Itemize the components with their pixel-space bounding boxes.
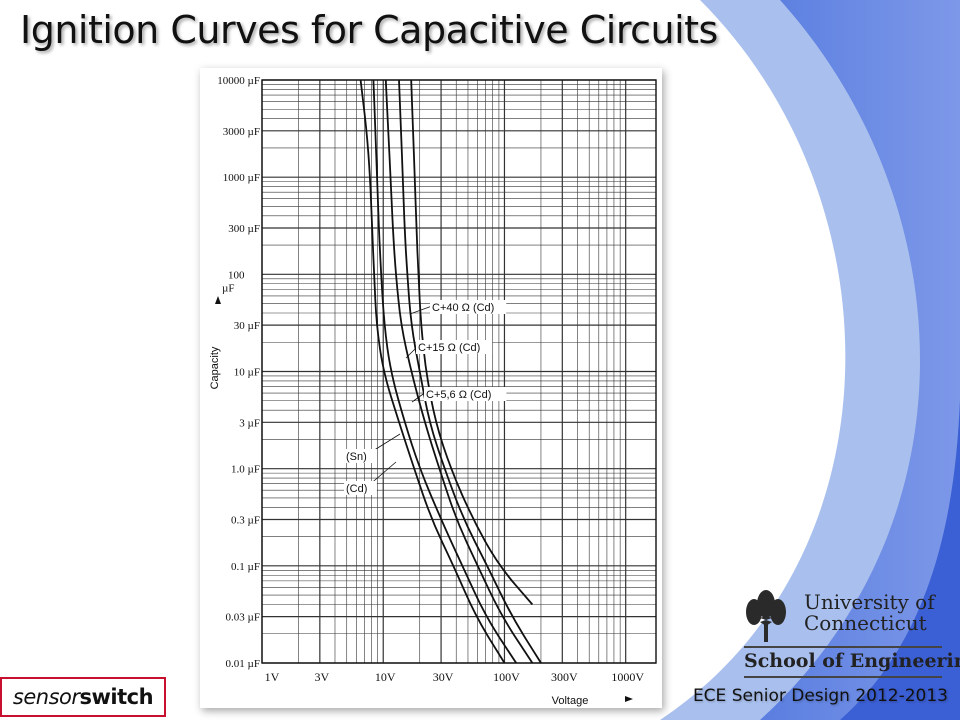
x-tick-label: 10V bbox=[375, 670, 396, 684]
grid-lines bbox=[261, 79, 656, 664]
y-tick-label: 3 µF bbox=[239, 417, 260, 429]
curve-label-bg bbox=[344, 481, 377, 495]
curve-label-bg bbox=[416, 340, 493, 354]
y-tick-label: 10 µF bbox=[234, 367, 260, 379]
sensorswitch-logo-text-bold: switch bbox=[79, 685, 154, 709]
y-tick-label: 1.0 µF bbox=[231, 464, 260, 476]
curve-series-5 bbox=[410, 79, 534, 606]
curve-series-1 bbox=[359, 79, 506, 664]
y-axis-arrow bbox=[215, 296, 221, 304]
uconn-divider bbox=[744, 646, 942, 648]
x-tick-label: 300V bbox=[551, 670, 578, 684]
curve-label: C+5,6 Ω (Cd) bbox=[426, 389, 491, 401]
curve-label: (Sn) bbox=[346, 451, 367, 463]
y-tick-label: 30 µF bbox=[234, 320, 260, 332]
curve-label-leader bbox=[409, 305, 433, 315]
curve-label-bg bbox=[344, 449, 377, 463]
slide-title: Ignition Curves for Capacitive Circuits bbox=[20, 8, 718, 52]
x-tick-label: 3V bbox=[315, 670, 330, 684]
curve-label: (Cd) bbox=[346, 483, 367, 495]
footer-text: ECE Senior Design 2012-2013 bbox=[692, 686, 948, 706]
curve-label-bg bbox=[430, 300, 507, 314]
curve-label-leader bbox=[411, 391, 427, 403]
y-tick-label: 1000 µF bbox=[223, 172, 260, 184]
plot-frame bbox=[261, 79, 657, 664]
y-tick-label: µF bbox=[222, 282, 234, 294]
y-tick-label: 0.1 µF bbox=[231, 561, 260, 573]
y-tick-label: 100 bbox=[228, 269, 245, 281]
x-axis-arrow bbox=[625, 696, 633, 702]
y-tick-label: 0.3 µF bbox=[231, 514, 260, 526]
uconn-divider-bottom bbox=[744, 676, 942, 678]
y-axis-label: Capacity bbox=[209, 346, 221, 389]
y-tick-label: 10000 µF bbox=[217, 75, 260, 87]
uconn-name: University of Connecticut bbox=[804, 590, 935, 635]
curve-label-bg bbox=[424, 387, 507, 401]
sensorswitch-logo: sensor switch bbox=[0, 677, 166, 717]
oak-leaf-icon bbox=[746, 590, 786, 642]
accent-swoosh-light bbox=[660, 0, 960, 720]
curve-series-3 bbox=[384, 79, 534, 664]
y-tick-label: 0.03 µF bbox=[226, 612, 260, 624]
curve-series-2 bbox=[372, 79, 517, 664]
x-axis-label: Voltage bbox=[552, 695, 589, 707]
y-tick-label: 300 µF bbox=[228, 223, 260, 235]
chart-panel: 10000 µF 3000 µF 1000 µF 300 µF 100 µF 30 µF 10… bbox=[200, 68, 662, 708]
curve-label: C+40 Ω (Cd) bbox=[432, 302, 494, 314]
uconn-school: School of Engineering bbox=[744, 650, 960, 672]
y-tick-label: 0.01 µF bbox=[226, 658, 260, 670]
sensorswitch-logo-text: sensor bbox=[12, 685, 80, 709]
accent-swoosh-dark bbox=[760, 0, 960, 720]
x-tick-label: 100V bbox=[493, 670, 520, 684]
accent-swoosh-deep bbox=[840, 400, 960, 720]
y-tick-label: 3000 µF bbox=[223, 126, 260, 138]
x-tick-label: 1000V bbox=[611, 670, 644, 684]
curve-label: C+15 Ω (Cd) bbox=[418, 342, 480, 354]
x-tick-label: 1V bbox=[265, 670, 280, 684]
x-tick-label: 30V bbox=[433, 670, 454, 684]
